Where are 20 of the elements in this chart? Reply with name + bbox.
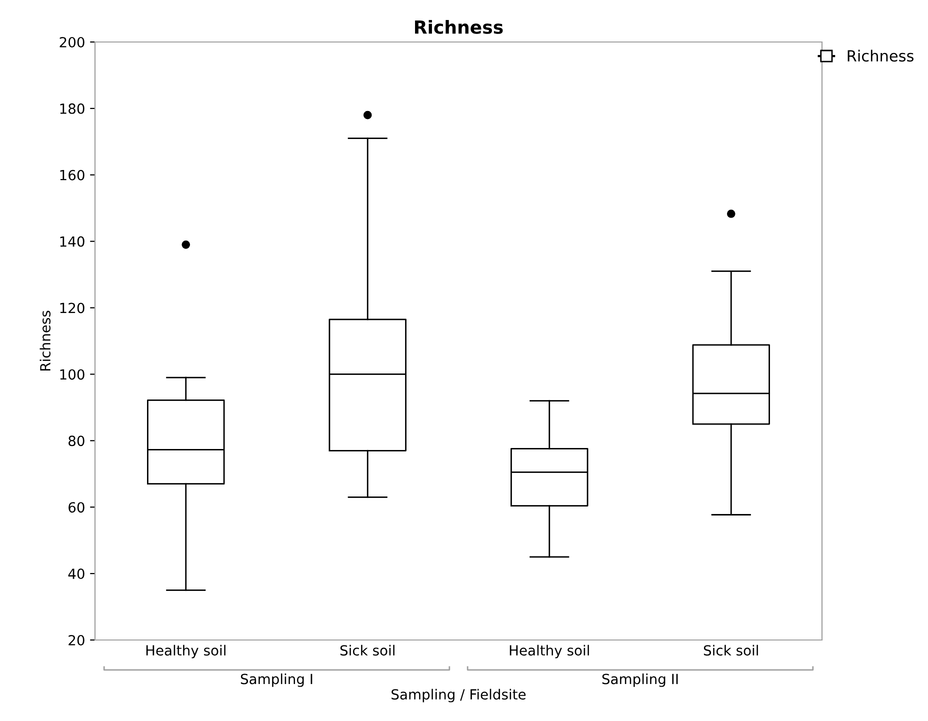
y-tick-label: 20 xyxy=(68,634,84,646)
y-tick-label: 160 xyxy=(60,170,84,180)
y-tick-label: 180 xyxy=(60,103,84,114)
y-tick-label: 80 xyxy=(68,436,84,446)
y-tick-label: 100 xyxy=(60,369,84,380)
y-tick-label: 40 xyxy=(68,568,84,580)
x-axis-title: Sampling / Fieldsite xyxy=(392,688,526,702)
x-tick-label: Sick soil xyxy=(704,644,758,656)
legend-label: Richness xyxy=(848,50,914,62)
x-tick-label: Healthy soil xyxy=(510,644,589,658)
x-tick-label: Healthy soil xyxy=(146,644,226,658)
y-axis-title: Richness xyxy=(40,310,51,371)
y-tick-label: 120 xyxy=(60,302,84,314)
x-tick-label: Sick soil xyxy=(340,644,394,656)
text: Sampling I xyxy=(240,673,312,687)
chart-title: Richness xyxy=(415,20,503,34)
y-tick-label: 60 xyxy=(68,502,84,513)
text: Sampling II xyxy=(602,673,678,687)
y-tick-label: 140 xyxy=(60,236,84,247)
y-tick-label: 200 xyxy=(60,36,84,48)
